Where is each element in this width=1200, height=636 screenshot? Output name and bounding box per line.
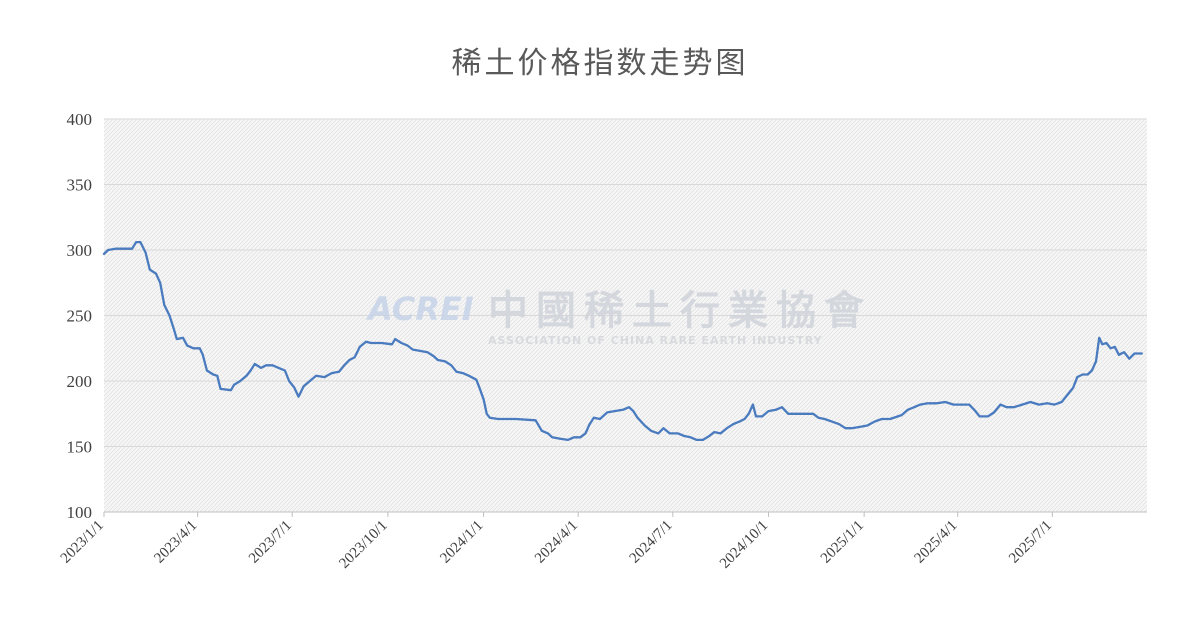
watermark-name-en: ASSOCIATION OF CHINA RARE EARTH INDUSTRY [488, 334, 823, 347]
x-tick-label: 2025/4/1 [912, 518, 961, 567]
y-tick-label: 200 [67, 372, 93, 391]
x-tick-label: 2023/7/1 [246, 518, 295, 567]
x-tick-label: 2023/10/1 [336, 518, 390, 572]
watermark-logo: ACREI [365, 290, 474, 328]
watermark-name-cn: 中國稀土行業協會 [488, 287, 872, 334]
watermark: ACREI 中國稀土行業協會 ASSOCIATION OF CHINA RARE… [365, 287, 872, 347]
grid-lines [104, 118, 1147, 447]
x-tick-label: 2023/1/1 [58, 518, 107, 567]
y-tick-label: 350 [67, 176, 93, 195]
chart-title: 稀土价格指数走势图 [451, 46, 749, 81]
x-tick-label: 2024/1/1 [437, 518, 486, 567]
y-tick-label: 300 [67, 241, 93, 260]
x-tick-label: 2024/7/1 [627, 518, 676, 567]
x-tick-label: 2024/4/1 [532, 518, 581, 567]
y-axis: 100 150 200 250 300 350 400 [67, 110, 93, 522]
x-tick-label: 2024/10/1 [717, 518, 771, 572]
y-tick-label: 250 [67, 307, 93, 326]
y-tick-label: 400 [67, 110, 93, 129]
x-tick-label: 2025/7/1 [1006, 518, 1055, 567]
x-tick-label: 2023/4/1 [151, 518, 200, 567]
x-tick-label: 2025/1/1 [818, 518, 867, 567]
x-axis: 2023/1/1 2023/4/1 2023/7/1 2023/10/1 2024/1/… [58, 512, 1055, 572]
series-line [102, 240, 1143, 442]
y-tick-label: 150 [67, 438, 93, 457]
y-tick-label: 100 [67, 503, 93, 522]
